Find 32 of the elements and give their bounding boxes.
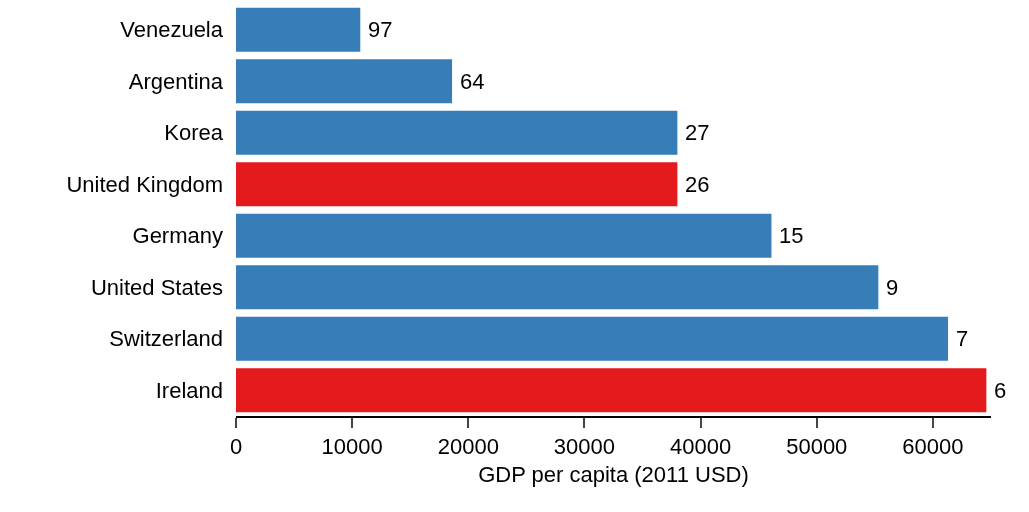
x-axis-title: GDP per capita (2011 USD) <box>478 461 749 487</box>
y-tick-label: United States <box>90 274 223 300</box>
x-tick-label: 60000 <box>902 434 964 460</box>
x-tick-label: 40000 <box>670 434 732 460</box>
y-tick-label: Switzerland <box>109 326 223 352</box>
y-tick-label: Argentina <box>128 68 224 94</box>
annotation: 26 <box>685 172 710 197</box>
x-tick-label: 20000 <box>437 434 499 460</box>
annotation: 7 <box>956 326 969 351</box>
annotation: 9 <box>886 275 899 300</box>
annotation: 64 <box>460 69 485 94</box>
annotation: 15 <box>779 223 804 248</box>
x-tick-label: 0 <box>229 434 243 460</box>
y-tick-label: United Kingdom <box>66 171 223 197</box>
annotation: 27 <box>685 120 710 145</box>
x-tick-label: 30000 <box>553 434 616 460</box>
x-tick-label: 50000 <box>786 434 848 460</box>
bar <box>236 368 987 413</box>
y-tick-label: Germany <box>132 223 223 249</box>
y-tick-label: Venezuela <box>120 17 224 43</box>
bar <box>236 316 949 361</box>
bar <box>236 110 678 155</box>
y-tick-label: Korea <box>164 120 224 146</box>
bar <box>236 59 453 104</box>
bar <box>236 213 772 258</box>
bar <box>236 265 879 310</box>
annotation: 97 <box>368 17 393 42</box>
annotation: 6 <box>994 378 1007 403</box>
y-tick-label: Ireland <box>155 377 223 403</box>
bar <box>236 7 361 52</box>
x-tick-label: 10000 <box>321 434 383 460</box>
bar <box>236 162 678 207</box>
